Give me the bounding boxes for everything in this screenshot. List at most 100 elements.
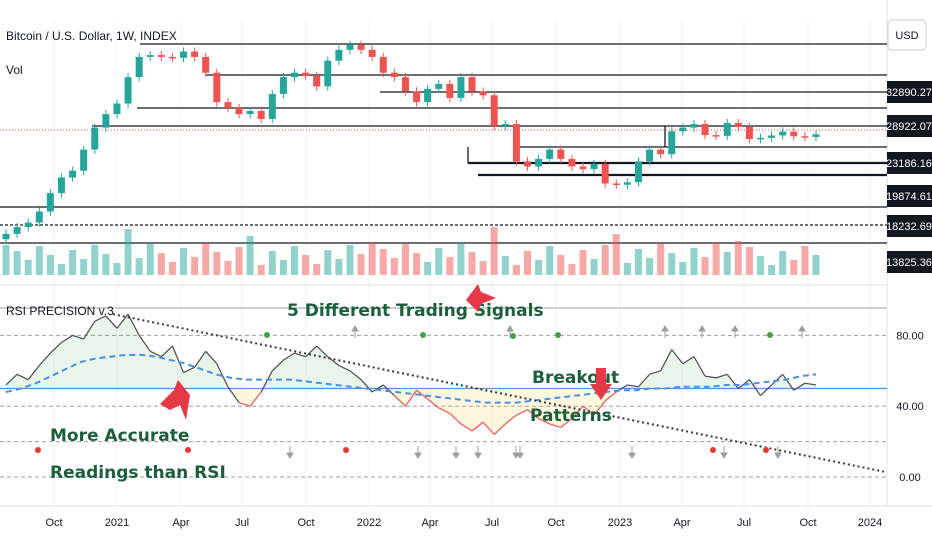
rsi-line-segment <box>72 334 84 340</box>
candle-body <box>601 163 609 184</box>
candle-body <box>668 131 676 155</box>
currency-label: USD <box>895 30 918 42</box>
rsi-line-segment <box>171 345 185 373</box>
volume-bar <box>768 265 776 275</box>
price-label: 18232.69 <box>886 221 932 233</box>
rsi-line-segment <box>127 313 140 336</box>
rsi-fill-bull <box>6 314 816 389</box>
rsi-line-segment <box>316 345 329 358</box>
volume-bar <box>812 255 820 275</box>
candle-body <box>69 170 77 178</box>
rsi-line-segment <box>504 414 517 425</box>
candle-body <box>424 88 432 103</box>
volume-bar <box>135 258 143 275</box>
time-tick-label: Jul <box>737 517 751 529</box>
time-tick-label: 2024 <box>858 517 882 529</box>
volume-bars <box>2 227 820 275</box>
candle-body <box>757 137 765 140</box>
candle-body <box>379 56 387 73</box>
signal-dot-green <box>555 332 561 338</box>
rsi-line-segment <box>671 349 684 365</box>
time-tick-label: Oct <box>297 517 314 529</box>
signal-dot-red <box>710 447 716 453</box>
candle-body <box>646 149 654 162</box>
volume-bar <box>734 241 742 275</box>
rsi-line-segment <box>682 356 695 365</box>
volume-bar <box>357 254 365 275</box>
volume-bar <box>535 260 543 275</box>
rsi-line-segment <box>205 350 218 365</box>
rsi-line-segment <box>371 384 384 393</box>
candle-body <box>279 77 287 94</box>
volume-bar <box>57 264 65 275</box>
candle-body <box>701 124 709 136</box>
arrow-up-left-icon <box>160 380 190 420</box>
rsi-line-segment <box>771 373 784 386</box>
volume-bar <box>168 262 176 275</box>
candle-body <box>679 127 687 132</box>
rsi-line-segment <box>249 391 262 407</box>
time-tick-label: 2021 <box>105 517 129 529</box>
rsi-tick-label: 80.00 <box>896 330 924 342</box>
candle-body <box>191 51 199 57</box>
volume-bar <box>479 261 487 275</box>
rsi-line-segment <box>305 345 318 358</box>
candle-body <box>734 123 742 127</box>
volume-bar <box>124 229 132 275</box>
candle-body <box>146 55 154 57</box>
volume-bar <box>46 255 54 275</box>
candle-body <box>590 163 598 170</box>
price-label-box <box>887 81 932 103</box>
signal-arrow-up <box>351 325 359 338</box>
volume-bar <box>13 251 21 275</box>
volume-bar <box>657 244 665 275</box>
rsi-signal-ma <box>5 353 817 404</box>
volume-bar <box>2 245 10 275</box>
price-label: 13825.36 <box>886 257 932 269</box>
currency-button[interactable]: USD <box>887 19 927 51</box>
rsi-line-segment <box>61 334 73 343</box>
rsi-line-segment <box>271 359 284 372</box>
volume-bar <box>568 264 576 275</box>
rsi-line-segment <box>5 373 18 386</box>
time-tick-label: Apr <box>172 517 189 529</box>
volume-bar <box>623 263 631 275</box>
volume-bar <box>679 262 687 275</box>
candle-body <box>102 114 110 128</box>
candle-body <box>579 166 587 170</box>
candle-body <box>213 72 221 103</box>
time-tick-label: 2022 <box>357 517 381 529</box>
candle-body <box>224 102 232 108</box>
rsi-pane <box>0 307 887 478</box>
price-label: 19874.61 <box>886 191 932 203</box>
candle-body <box>812 134 820 138</box>
rsi-line-segment <box>194 350 207 368</box>
candle-body <box>346 44 354 50</box>
signal-dot-green <box>510 333 516 339</box>
rsi-line-segment <box>704 375 717 379</box>
rsi-line-segment <box>782 373 795 391</box>
rsi-line-segment <box>116 313 129 329</box>
volume-bar <box>279 260 287 275</box>
candle-body <box>57 177 65 194</box>
time-axis: Oct 2021 Apr Jul Oct 2022 Apr Jul Oct 2023 Apr Jul O… <box>45 517 882 529</box>
rsi-line-segment <box>493 423 506 435</box>
rsi-line-segment <box>105 315 118 329</box>
volume-bar <box>313 264 321 275</box>
volume-bar <box>779 251 787 275</box>
candle-body <box>290 72 298 78</box>
volume-bar <box>202 243 210 275</box>
price-label-box <box>887 185 932 207</box>
volume-bar <box>35 246 43 275</box>
volume-bar <box>490 227 498 275</box>
volume-bar <box>424 262 432 275</box>
price-label-box <box>887 115 932 137</box>
candle-body <box>712 135 720 137</box>
volume-bar <box>413 253 421 275</box>
volume-bar <box>524 251 532 275</box>
volume-bar <box>745 247 753 275</box>
candle-body <box>335 49 343 61</box>
signal-dot-red <box>343 447 349 453</box>
candle-body <box>690 124 698 128</box>
